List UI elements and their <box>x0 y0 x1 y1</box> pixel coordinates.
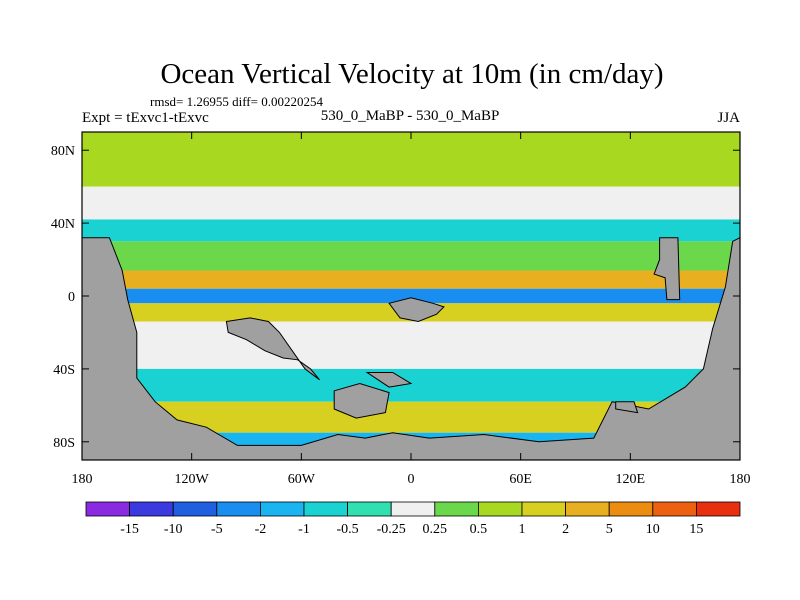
colorbar-box-4 <box>259 501 305 517</box>
y-tick-label-1: 40N <box>51 217 75 232</box>
map-axes: 180 120W 60W 0 60E 120E 180 80N 40N 0 40S 80S <box>51 132 751 487</box>
colorbar-box-12 <box>608 501 654 517</box>
colorbar-label-0: -15 <box>120 522 139 537</box>
land-polygon-6 <box>615 401 639 414</box>
land-polygon-4 <box>365 372 413 388</box>
field-band-8 <box>82 368 740 402</box>
field-band-2 <box>82 219 740 242</box>
x-tick-label-5: 120E <box>616 472 646 487</box>
colorbar: -15 -10 -5 -2 -1 -0.5 -0.25 0.25 0.5 1 2 5 10 15 <box>85 501 741 537</box>
colorbar-label-4: -1 <box>298 522 310 537</box>
colorbar-label-3: -2 <box>255 522 267 537</box>
field-band-0 <box>82 132 740 187</box>
colorbar-label-10: 2 <box>562 522 569 537</box>
chart-title: Ocean Vertical Velocity at 10m (in cm/da… <box>160 58 663 90</box>
colorbar-label-5: -0.5 <box>337 522 359 537</box>
colorbar-box-7 <box>390 501 436 517</box>
colorbar-label-12: 10 <box>646 522 660 537</box>
field-band-3 <box>82 241 740 271</box>
stats-label: rmsd= 1.26955 diff= 0.00220254 <box>150 94 323 109</box>
colorbar-label-13: 15 <box>689 522 703 537</box>
colorbar-label-7: 0.25 <box>423 522 448 537</box>
season-label: JJA <box>717 110 740 126</box>
colorbar-box-14 <box>696 501 741 517</box>
land-polygon-0 <box>82 237 740 460</box>
field-band-4 <box>82 270 740 289</box>
colorbar-label-6: -0.25 <box>377 522 406 537</box>
colorbar-label-8: 0.5 <box>470 522 488 537</box>
x-tick-label-0: 180 <box>72 472 93 487</box>
colorbar-box-1 <box>129 501 174 517</box>
x-tick-label-2: 60W <box>288 472 316 487</box>
colorbar-label-11: 5 <box>606 522 613 537</box>
colorbar-box-13 <box>652 501 697 517</box>
colorbar-box-3 <box>216 501 261 517</box>
y-tick-label-2: 0 <box>68 290 75 305</box>
colorbar-box-5 <box>303 501 348 517</box>
colorbar-label-2: -5 <box>211 522 223 537</box>
colorbar-label-1: -10 <box>164 522 183 537</box>
experiment-label: Expt = tExvc1-tExvc <box>82 110 209 126</box>
field-band-7 <box>82 321 740 369</box>
x-tick-label-3: 0 <box>408 472 415 487</box>
colorbar-box-6 <box>347 501 392 517</box>
colorbar-box-11 <box>565 501 610 517</box>
colorbar-box-0 <box>85 501 130 517</box>
y-tick-label-0: 80N <box>51 144 75 159</box>
field-band-5 <box>82 288 740 304</box>
field-band-1 <box>82 186 740 220</box>
colorbar-box-2 <box>172 501 218 517</box>
colorbar-box-9 <box>477 501 523 517</box>
colorbar-box-8 <box>434 501 479 517</box>
land-polygon-2 <box>388 297 445 323</box>
land-polygon-1 <box>225 317 320 381</box>
x-tick-label-4: 60E <box>509 472 532 487</box>
land-mask <box>82 237 740 460</box>
y-tick-label-4: 80S <box>53 436 75 451</box>
x-tick-label-1: 120W <box>175 472 210 487</box>
x-tick-label-6: 180 <box>730 472 751 487</box>
colorbar-label-9: 1 <box>519 522 526 537</box>
land-polygon-3 <box>333 382 390 419</box>
y-tick-label-3: 40S <box>53 363 75 378</box>
colorbar-box-10 <box>521 501 566 517</box>
period-label: 530_0_MaBP - 530_0_MaBP <box>321 108 500 124</box>
land-polygon-5 <box>653 237 681 301</box>
